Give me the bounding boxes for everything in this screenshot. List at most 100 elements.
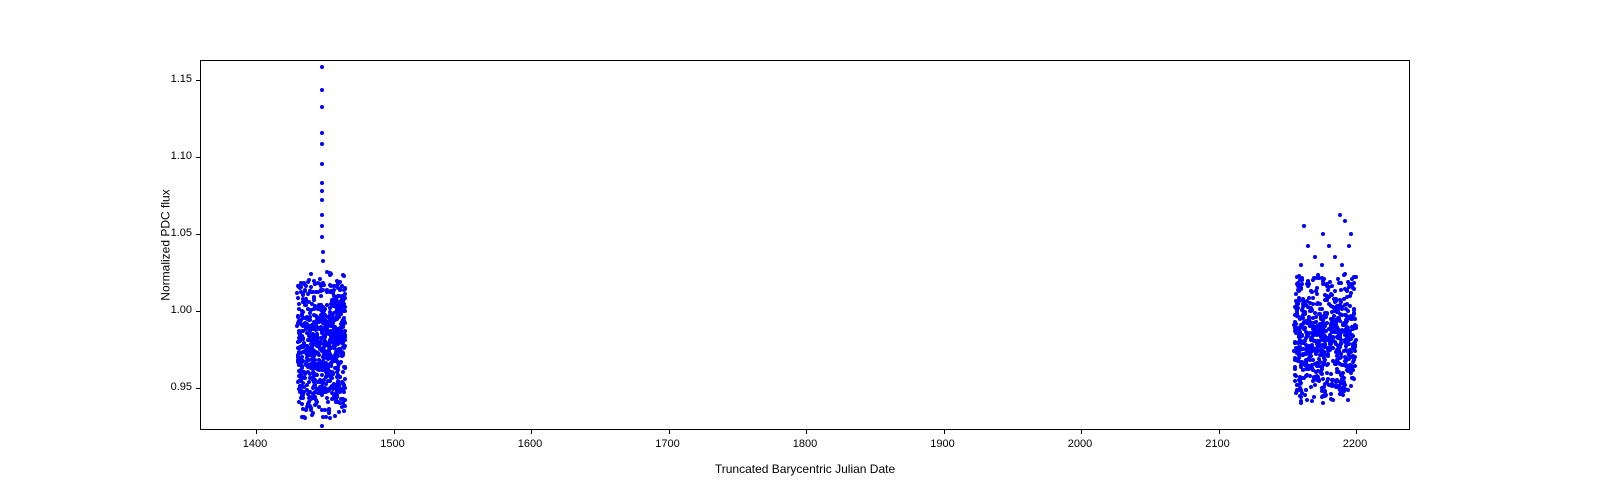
scatter-point: [343, 404, 347, 408]
scatter-point: [1329, 392, 1333, 396]
scatter-point: [327, 409, 331, 413]
scatter-point: [1349, 371, 1353, 375]
scatter-point: [309, 290, 313, 294]
scatter-point: [1329, 322, 1333, 326]
scatter-point: [1320, 395, 1324, 399]
scatter-point: [1323, 337, 1327, 341]
scatter-point: [1311, 296, 1315, 300]
x-tick: [1081, 429, 1082, 434]
scatter-point: [1343, 355, 1347, 359]
scatter-point: [1323, 315, 1327, 319]
scatter-point: [296, 296, 300, 300]
scatter-point: [329, 272, 333, 276]
scatter-point: [1320, 366, 1324, 370]
scatter-point: [330, 370, 334, 374]
scatter-point: [1299, 324, 1303, 328]
scatter-point: [341, 345, 345, 349]
scatter-point: [332, 333, 336, 337]
scatter-point: [302, 350, 306, 354]
scatter-point: [1312, 395, 1316, 399]
scatter-point: [1336, 310, 1340, 314]
scatter-point: [1325, 298, 1329, 302]
scatter-point: [311, 411, 315, 415]
scatter-point: [335, 375, 339, 379]
scatter-point: [336, 282, 340, 286]
scatter-point: [320, 235, 324, 239]
scatter-point: [1325, 353, 1329, 357]
scatter-point: [1314, 329, 1318, 333]
y-tick: [196, 388, 201, 389]
scatter-point: [320, 373, 324, 377]
scatter-point: [1333, 255, 1337, 259]
scatter-point: [319, 288, 323, 292]
scatter-point: [324, 319, 328, 323]
scatter-point: [310, 302, 314, 306]
scatter-point: [1313, 311, 1317, 315]
scatter-point: [1329, 335, 1333, 339]
scatter-point: [1335, 378, 1339, 382]
scatter-point: [300, 402, 304, 406]
scatter-point: [298, 362, 302, 366]
x-tick: [806, 429, 807, 434]
scatter-point: [1352, 307, 1356, 311]
scatter-point: [326, 400, 330, 404]
scatter-point: [317, 405, 321, 409]
scatter-point: [329, 361, 333, 365]
scatter-point: [1292, 349, 1296, 353]
scatter-point: [334, 305, 338, 309]
scatter-point: [1293, 373, 1297, 377]
scatter-point: [328, 416, 332, 420]
scatter-point: [320, 198, 324, 202]
scatter-point: [336, 315, 340, 319]
scatter-point: [1310, 323, 1314, 327]
x-tick-label: 1900: [930, 438, 954, 450]
chart-plot-area: [200, 60, 1410, 430]
scatter-point: [322, 314, 326, 318]
scatter-point: [1347, 244, 1351, 248]
scatter-point: [1295, 388, 1299, 392]
scatter-point: [296, 354, 300, 358]
scatter-point: [312, 307, 316, 311]
scatter-point: [1318, 302, 1322, 306]
scatter-point: [335, 299, 339, 303]
scatter-point: [1337, 351, 1341, 355]
scatter-point: [1339, 355, 1343, 359]
scatter-point: [1323, 389, 1327, 393]
scatter-point: [306, 370, 310, 374]
scatter-point: [343, 292, 347, 296]
scatter-point: [297, 319, 301, 323]
scatter-point: [303, 372, 307, 376]
scatter-point: [331, 355, 335, 359]
scatter-point: [312, 391, 316, 395]
scatter-point: [1340, 263, 1344, 267]
scatter-point: [1318, 312, 1322, 316]
scatter-point: [1350, 364, 1354, 368]
scatter-point: [307, 318, 311, 322]
scatter-plot-area: [201, 61, 1409, 429]
scatter-point: [341, 353, 345, 357]
scatter-point: [320, 181, 324, 185]
scatter-point: [325, 288, 329, 292]
scatter-point: [1320, 276, 1324, 280]
y-tick: [196, 311, 201, 312]
scatter-point: [1346, 398, 1350, 402]
scatter-point: [1345, 330, 1349, 334]
scatter-point: [320, 65, 324, 69]
scatter-point: [1321, 232, 1325, 236]
scatter-point: [1321, 401, 1325, 405]
scatter-point: [325, 367, 329, 371]
scatter-point: [342, 390, 346, 394]
scatter-point: [301, 292, 305, 296]
scatter-point: [1319, 344, 1323, 348]
scatter-point: [307, 400, 311, 404]
scatter-point: [310, 357, 314, 361]
scatter-point: [333, 343, 337, 347]
scatter-point: [1309, 385, 1313, 389]
scatter-point: [335, 384, 339, 388]
scatter-point: [313, 372, 317, 376]
scatter-point: [342, 274, 346, 278]
scatter-point: [304, 408, 308, 412]
scatter-point: [1304, 343, 1308, 347]
scatter-point: [1312, 377, 1316, 381]
scatter-point: [315, 400, 319, 404]
